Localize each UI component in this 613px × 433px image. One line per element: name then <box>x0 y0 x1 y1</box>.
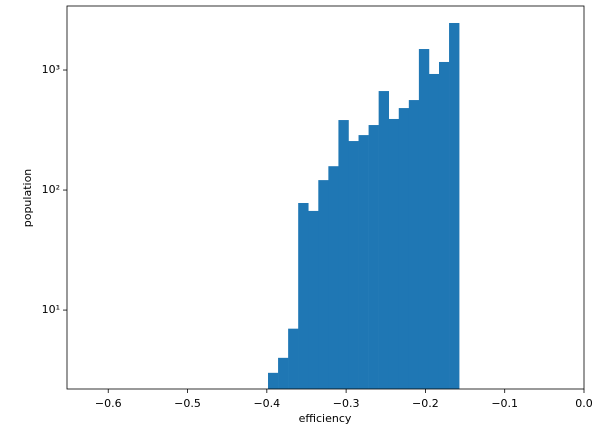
x-tick-label: −0.2 <box>412 397 439 410</box>
bar <box>428 73 440 389</box>
y-tick-label: 10² <box>42 183 60 196</box>
bar <box>438 61 450 389</box>
y-tick-label: 10³ <box>42 63 60 76</box>
bar <box>398 108 410 389</box>
bar <box>378 91 390 389</box>
bar <box>388 118 400 390</box>
bar <box>368 125 379 390</box>
bar <box>338 120 349 389</box>
x-tick-label: −0.3 <box>333 397 360 410</box>
bar <box>278 357 289 389</box>
y-tick-label: 10¹ <box>42 303 60 316</box>
bar <box>318 180 329 389</box>
bar <box>298 202 309 389</box>
bar <box>348 141 359 389</box>
bar <box>268 372 279 389</box>
x-axis-label: efficiency <box>299 412 352 425</box>
bar <box>288 328 299 389</box>
bar <box>328 166 339 389</box>
bar <box>418 49 430 390</box>
x-tick-label: −0.1 <box>491 397 518 410</box>
bar <box>308 210 319 389</box>
x-tick-label: 0.0 <box>575 397 593 410</box>
bar <box>449 22 460 389</box>
x-tick-label: −0.4 <box>253 397 280 410</box>
bar <box>358 135 369 389</box>
y-axis-label: population <box>21 169 34 228</box>
axes-frame <box>66 5 585 390</box>
bar <box>408 100 420 389</box>
x-tick-label: −0.5 <box>174 397 201 410</box>
x-tick-label: −0.6 <box>95 397 122 410</box>
